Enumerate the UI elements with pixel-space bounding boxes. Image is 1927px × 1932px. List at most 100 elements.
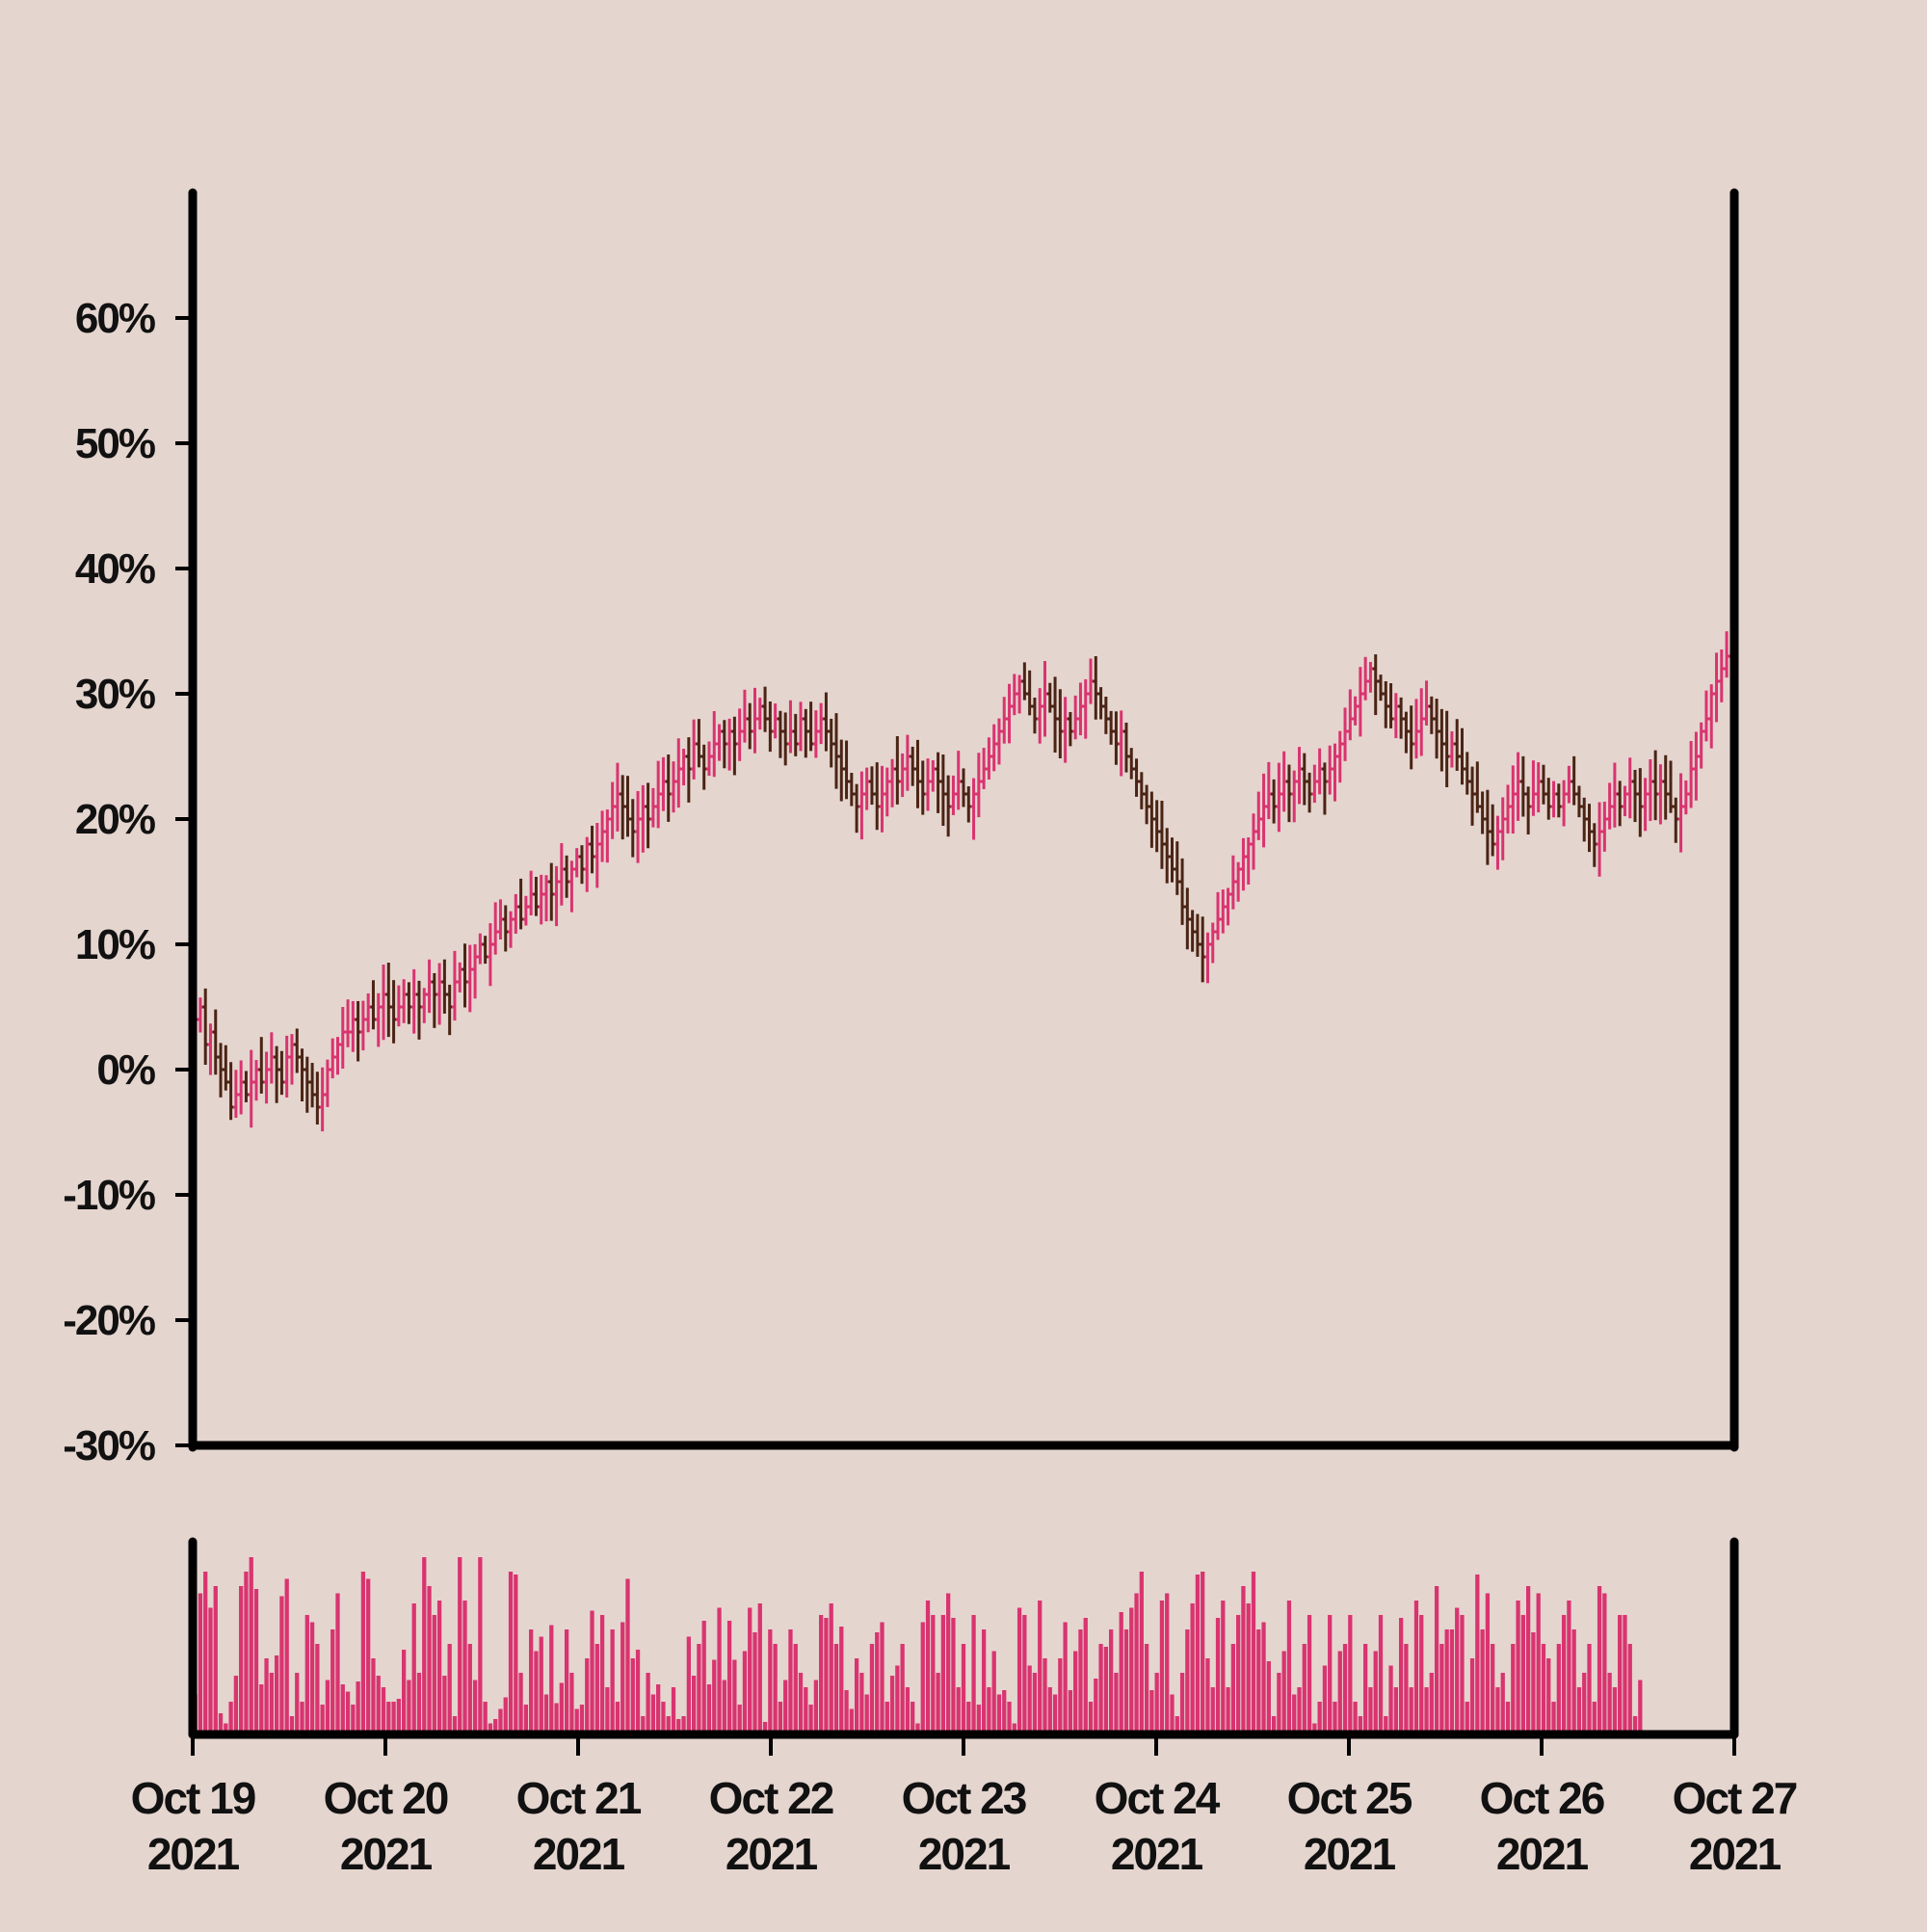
volume-bar xyxy=(875,1632,880,1731)
volume-bar xyxy=(1516,1601,1520,1731)
volume-bar xyxy=(534,1651,539,1731)
volume-bar xyxy=(884,1702,889,1731)
volume-bar xyxy=(436,1601,442,1731)
volume-bar xyxy=(925,1601,931,1731)
volume-bar xyxy=(340,1684,345,1731)
volume-bar xyxy=(859,1673,864,1731)
volume-bar xyxy=(615,1702,620,1731)
volume-bar xyxy=(564,1629,569,1731)
volume-bar xyxy=(1444,1629,1449,1731)
volume-bar xyxy=(1525,1586,1531,1731)
volume-bar xyxy=(793,1644,798,1731)
volume-bar xyxy=(391,1702,396,1731)
volume-bar xyxy=(1353,1702,1358,1731)
volume-bar xyxy=(808,1705,813,1731)
volume-bar xyxy=(1281,1651,1286,1731)
volume-bar xyxy=(590,1610,594,1731)
volume-bar xyxy=(1520,1615,1525,1731)
volume-bar xyxy=(1123,1629,1129,1731)
volume-bar xyxy=(1251,1572,1256,1731)
volume-bar xyxy=(543,1694,549,1731)
volume-bar xyxy=(452,1716,458,1731)
volume-bar xyxy=(833,1644,839,1731)
y-axis-ticks: 60% 50% 40% 30% 20% 10% 0% -10% -20% -30% xyxy=(63,295,193,1469)
volume-bar xyxy=(1424,1687,1429,1731)
volume-bar xyxy=(1012,1723,1016,1731)
volume-bar xyxy=(1058,1658,1063,1731)
volume-bar xyxy=(1531,1632,1536,1731)
volume-bar xyxy=(656,1684,661,1731)
volume-bar xyxy=(726,1621,732,1731)
volume-bar xyxy=(671,1687,676,1731)
volume-bar xyxy=(748,1607,752,1731)
volume-bar xyxy=(1190,1603,1195,1731)
volume-bar xyxy=(1114,1673,1119,1731)
volume-bar xyxy=(676,1719,681,1731)
volume-bar xyxy=(1378,1615,1384,1731)
x-tick-label-date: Oct 22 xyxy=(709,1773,833,1823)
volume-bar xyxy=(880,1622,884,1731)
volume-bar xyxy=(824,1618,829,1731)
volume-bar xyxy=(529,1629,534,1731)
volume-bar xyxy=(371,1658,376,1731)
volume-bar xyxy=(1236,1615,1241,1731)
volume-bar xyxy=(315,1644,320,1731)
volume-bar xyxy=(819,1615,824,1731)
volume-bar xyxy=(351,1705,356,1731)
volume-bar xyxy=(1078,1629,1083,1731)
volume-bar xyxy=(773,1644,778,1731)
volume-bar xyxy=(1337,1651,1342,1731)
volume-bar xyxy=(635,1650,641,1731)
volume-bar xyxy=(1607,1673,1612,1731)
volume-bar xyxy=(650,1694,656,1731)
volume-bar xyxy=(768,1629,773,1731)
volume-bar xyxy=(1043,1658,1047,1731)
volume-bar xyxy=(416,1673,422,1731)
volume-bar xyxy=(931,1615,936,1731)
volume-bar xyxy=(274,1655,279,1731)
volume-bar xyxy=(920,1622,925,1731)
volume-bar xyxy=(1500,1673,1505,1731)
volume-bar xyxy=(1449,1629,1455,1731)
volume-bar xyxy=(956,1687,961,1731)
volume-bar xyxy=(1384,1716,1388,1731)
x-tick-label-year: 2021 xyxy=(918,1829,1011,1879)
volume-bar xyxy=(203,1572,208,1731)
volume-bar xyxy=(905,1687,911,1731)
volume-bar xyxy=(1328,1615,1333,1731)
volume-bar xyxy=(447,1644,452,1731)
volume-bar xyxy=(630,1658,635,1731)
volume-bar xyxy=(1098,1644,1103,1731)
volume-bar xyxy=(605,1687,610,1731)
volume-bar xyxy=(1022,1615,1027,1731)
x-tick-label-date: Oct 24 xyxy=(1095,1773,1221,1823)
volume-bar xyxy=(386,1702,391,1731)
volume-bar xyxy=(1480,1629,1485,1731)
volume-bar xyxy=(249,1557,253,1731)
volume-bar xyxy=(946,1593,951,1731)
volume-bar xyxy=(732,1659,737,1731)
volume-bar xyxy=(1286,1601,1292,1731)
volume-bars xyxy=(193,1557,1643,1731)
volume-bar xyxy=(325,1680,330,1731)
volume-bar xyxy=(1175,1716,1179,1731)
x-axis-ticks: Oct 19 2021 Oct 20 2021 Oct 21 2021 Oct 22 2021… xyxy=(131,1734,1799,1879)
volume-bar xyxy=(1159,1601,1165,1731)
volume-bar xyxy=(895,1665,900,1731)
volume-bar xyxy=(1485,1593,1491,1731)
volume-bar xyxy=(778,1702,783,1731)
volume-bar xyxy=(356,1681,360,1731)
volume-bar xyxy=(722,1680,726,1731)
volume-bar xyxy=(839,1627,844,1731)
volume-bar xyxy=(402,1650,407,1731)
volume-bar xyxy=(1409,1687,1413,1731)
volume-bar xyxy=(244,1572,249,1731)
x-tick-label-year: 2021 xyxy=(147,1829,240,1879)
volume-bar xyxy=(574,1708,579,1731)
volume-bar xyxy=(976,1705,981,1731)
volume-bar xyxy=(1088,1702,1094,1731)
volume-bar xyxy=(1083,1618,1088,1731)
volume-bar xyxy=(1434,1586,1439,1731)
volume-bar xyxy=(1469,1658,1475,1731)
